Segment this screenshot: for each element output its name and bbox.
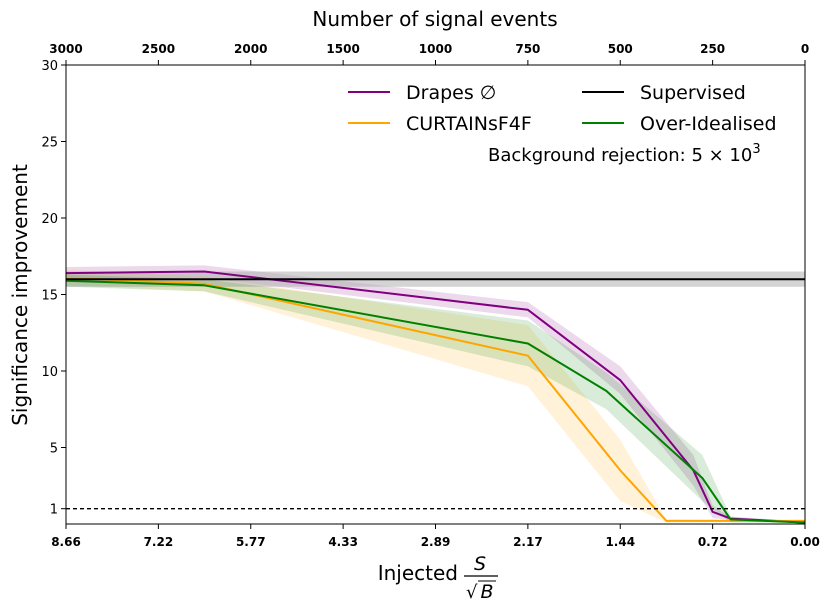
x-axis-title-text: Injected bbox=[378, 561, 458, 585]
x2-tick-label: 3000 bbox=[49, 42, 82, 56]
x2-tick-label: 2500 bbox=[142, 42, 175, 56]
y-tick-label: 10 bbox=[41, 365, 58, 380]
x2-tick-label: 1000 bbox=[419, 42, 452, 56]
x2-tick-label: 0 bbox=[801, 42, 809, 56]
x-tick-label: 4.33 bbox=[328, 535, 358, 549]
x-tick-label: 8.66 bbox=[51, 535, 81, 549]
x-tick-label: 7.22 bbox=[144, 535, 174, 549]
x-tick-label: 1.44 bbox=[605, 535, 635, 549]
y-axis-title: Significance improvement bbox=[8, 164, 32, 426]
line-series-0 bbox=[65, 270, 806, 524]
y-tick-label: 25 bbox=[41, 136, 58, 151]
annotation-text: Background rejection: 5 × 103 bbox=[488, 142, 761, 166]
legend-label-3: Over-Idealised bbox=[640, 113, 777, 135]
y-tick-label: 15 bbox=[41, 289, 58, 304]
x-tick-label: 2.89 bbox=[421, 535, 451, 549]
x2-axis-title: Number of signal events bbox=[312, 7, 557, 31]
x2-axis: 3000 2500 2000 1500 1000 750 500 250 0 bbox=[49, 42, 809, 65]
x-axis-title-numerator: S bbox=[474, 553, 486, 575]
series-lines bbox=[65, 270, 806, 524]
x-tick-label: 2.17 bbox=[513, 535, 543, 549]
x-tick-label: 0.00 bbox=[790, 535, 820, 549]
y-tick-label: 20 bbox=[41, 212, 58, 227]
x-tick-label: 5.77 bbox=[236, 535, 266, 549]
x-axis-title-sqrt-sign: √ bbox=[466, 582, 478, 603]
band-series-1 bbox=[66, 270, 805, 523]
legend-label-2: Supervised bbox=[640, 82, 746, 104]
x2-tick-label: 750 bbox=[515, 42, 540, 56]
x-axis-title-denominator: B bbox=[480, 581, 493, 603]
x-axis-title: Injected S √ B bbox=[378, 553, 498, 603]
x2-tick-label: 500 bbox=[608, 42, 633, 56]
y-tick-label: 1 bbox=[50, 503, 58, 518]
x-axis: 8.66 7.22 5.77 4.33 2.89 2.17 1.44 0.72 0.00 bbox=[51, 524, 820, 549]
line-series-1 bbox=[65, 276, 805, 522]
legend-label-1: CURTAINsF4F bbox=[406, 113, 532, 135]
y-tick-label: 30 bbox=[41, 59, 58, 74]
y-tick-label: 5 bbox=[50, 442, 58, 457]
band-series-3 bbox=[66, 274, 805, 524]
x2-tick-label: 1500 bbox=[326, 42, 359, 56]
legend: Drapes ∅ CURTAINsF4F Supervised Over-Ideali… bbox=[348, 82, 777, 135]
x-tick-label: 0.72 bbox=[698, 535, 728, 549]
legend-label-0: Drapes ∅ bbox=[406, 82, 496, 104]
annotation: Background rejection: 5 × 103 bbox=[488, 142, 761, 166]
fill-bands bbox=[66, 265, 805, 524]
x2-tick-label: 250 bbox=[700, 42, 725, 56]
line-series-3 bbox=[65, 279, 806, 524]
x2-tick-label: 2000 bbox=[234, 42, 267, 56]
